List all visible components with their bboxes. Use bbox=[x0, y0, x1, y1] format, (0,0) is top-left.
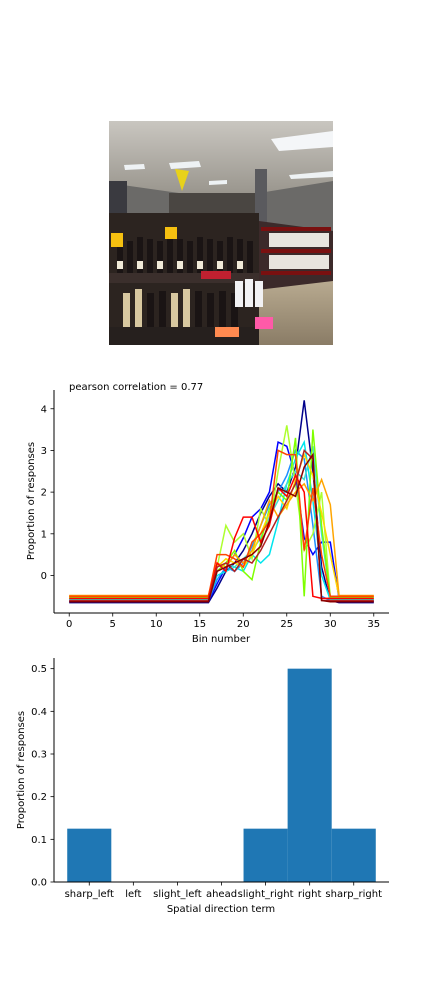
x-ticks: 0 5 10 15 20 25 30 35 bbox=[66, 613, 380, 630]
series-line-9 bbox=[69, 449, 374, 598]
y-tick-label: 0.1 bbox=[31, 835, 47, 846]
plot-area bbox=[69, 400, 374, 604]
x-tick-label: 35 bbox=[367, 619, 380, 630]
x-axis-label: Bin number bbox=[192, 634, 251, 645]
bar-right bbox=[287, 668, 332, 882]
y-tick-label: 3 bbox=[41, 446, 47, 457]
y-tick-label: 4 bbox=[41, 404, 47, 415]
y-tick-label: 0.4 bbox=[31, 707, 47, 718]
x-tick-label: 30 bbox=[324, 619, 337, 630]
y-tick-label: 0.0 bbox=[31, 878, 47, 889]
x-tick-label: slight_left bbox=[153, 889, 202, 900]
x-tick-label: 15 bbox=[193, 619, 206, 630]
x-tick-label: left bbox=[125, 889, 141, 900]
y-tick-label: 2 bbox=[41, 488, 47, 499]
x-tick-label: 0 bbox=[66, 619, 72, 630]
y-tick-label: 1 bbox=[41, 529, 47, 540]
x-tick-label: 20 bbox=[237, 619, 250, 630]
x-tick-label: sharp_left bbox=[65, 889, 114, 900]
y-tick-label: 0.3 bbox=[31, 750, 47, 761]
x-axis-label: Spatial direction term bbox=[167, 904, 275, 915]
x-ticks: sharp_left left slight_left ahead slight_rig… bbox=[65, 882, 382, 900]
y-axis-label: Proportion of responses bbox=[26, 442, 37, 560]
x-tick-label: 25 bbox=[280, 619, 293, 630]
bars bbox=[67, 668, 376, 882]
x-tick-label: right bbox=[298, 889, 322, 900]
y-ticks: 0.0 0.1 0.2 0.3 0.4 0.5 bbox=[31, 664, 54, 889]
x-tick-label: sharp_right bbox=[325, 889, 382, 900]
y-tick-label: 0.5 bbox=[31, 664, 47, 675]
y-ticks: 0 1 2 3 4 bbox=[41, 404, 54, 582]
x-tick-label: ahead bbox=[206, 889, 237, 900]
bar-slight_right bbox=[243, 828, 288, 882]
series-line-12 bbox=[69, 452, 374, 603]
bar-sharp_left bbox=[67, 828, 112, 882]
x-tick-label: slight_right bbox=[238, 889, 294, 900]
y-tick-label: 0.2 bbox=[31, 792, 47, 803]
series-line-10 bbox=[69, 473, 374, 600]
bar-sharp_right bbox=[331, 828, 376, 882]
bar-chart: sharp_left left slight_left ahead slight_rig… bbox=[16, 658, 389, 915]
x-tick-label: 10 bbox=[150, 619, 163, 630]
store-shelves-photo bbox=[109, 121, 333, 345]
line-chart: pearson correlation = 0.77 0 5 10 15 20 25 30 3… bbox=[26, 382, 389, 645]
x-tick-label: 5 bbox=[110, 619, 116, 630]
y-axis-label: Proportion of responses bbox=[16, 711, 27, 829]
series-line-0 bbox=[69, 400, 374, 604]
y-tick-label: 0 bbox=[41, 571, 47, 582]
series-line-3 bbox=[69, 439, 374, 601]
chart-title: pearson correlation = 0.77 bbox=[69, 382, 203, 393]
